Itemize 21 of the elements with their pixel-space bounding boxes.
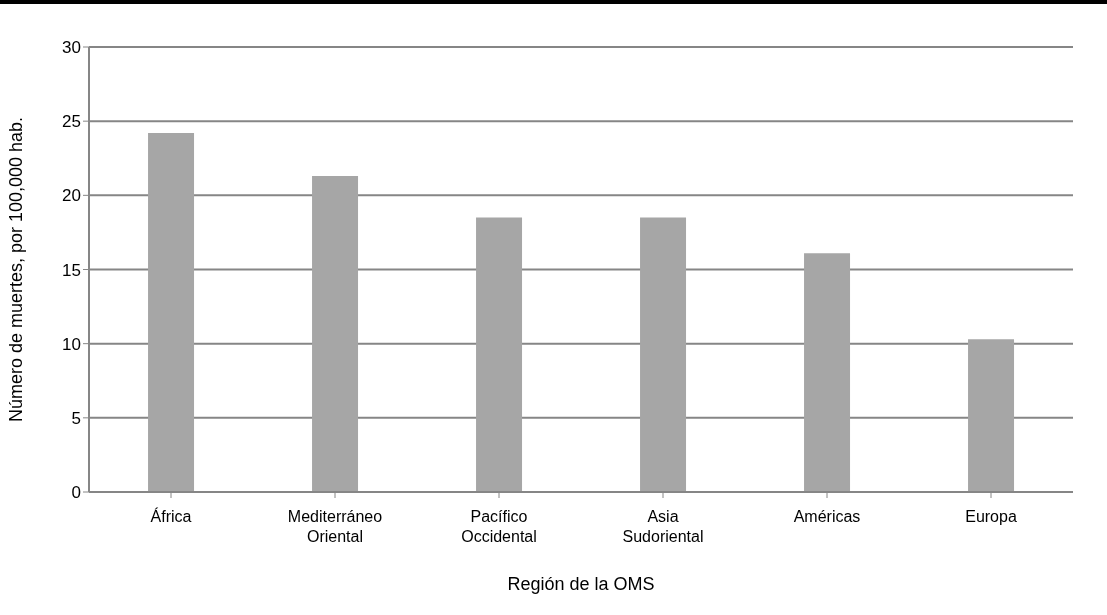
bar [640,217,687,492]
x-tick-label: Américas [793,508,861,526]
bar [476,217,523,492]
y-tick-label: 15 [62,260,81,280]
y-tick-label: 0 [71,483,81,503]
y-tick-label: 25 [62,112,81,132]
x-axis-title: Región de la OMS [507,574,655,594]
x-tick-label: Mediterráneo Oriental [287,508,383,545]
bar [968,339,1015,492]
bar [312,176,359,492]
bar [804,253,851,492]
x-tick-label: Europa [965,508,1017,526]
y-tick-label: 30 [62,38,81,58]
bar [148,133,195,492]
x-tick-label: Asia Sudoriental [622,508,704,545]
y-tick-label: 20 [62,186,81,206]
y-tick-label: 10 [62,334,81,354]
x-tick-label: África [150,507,192,526]
y-axis-title: Número de muertes, por 100,000 hab. [6,116,27,423]
y-tick-label: 5 [71,408,81,428]
x-tick-label: Pacífico Occidental [461,508,537,545]
